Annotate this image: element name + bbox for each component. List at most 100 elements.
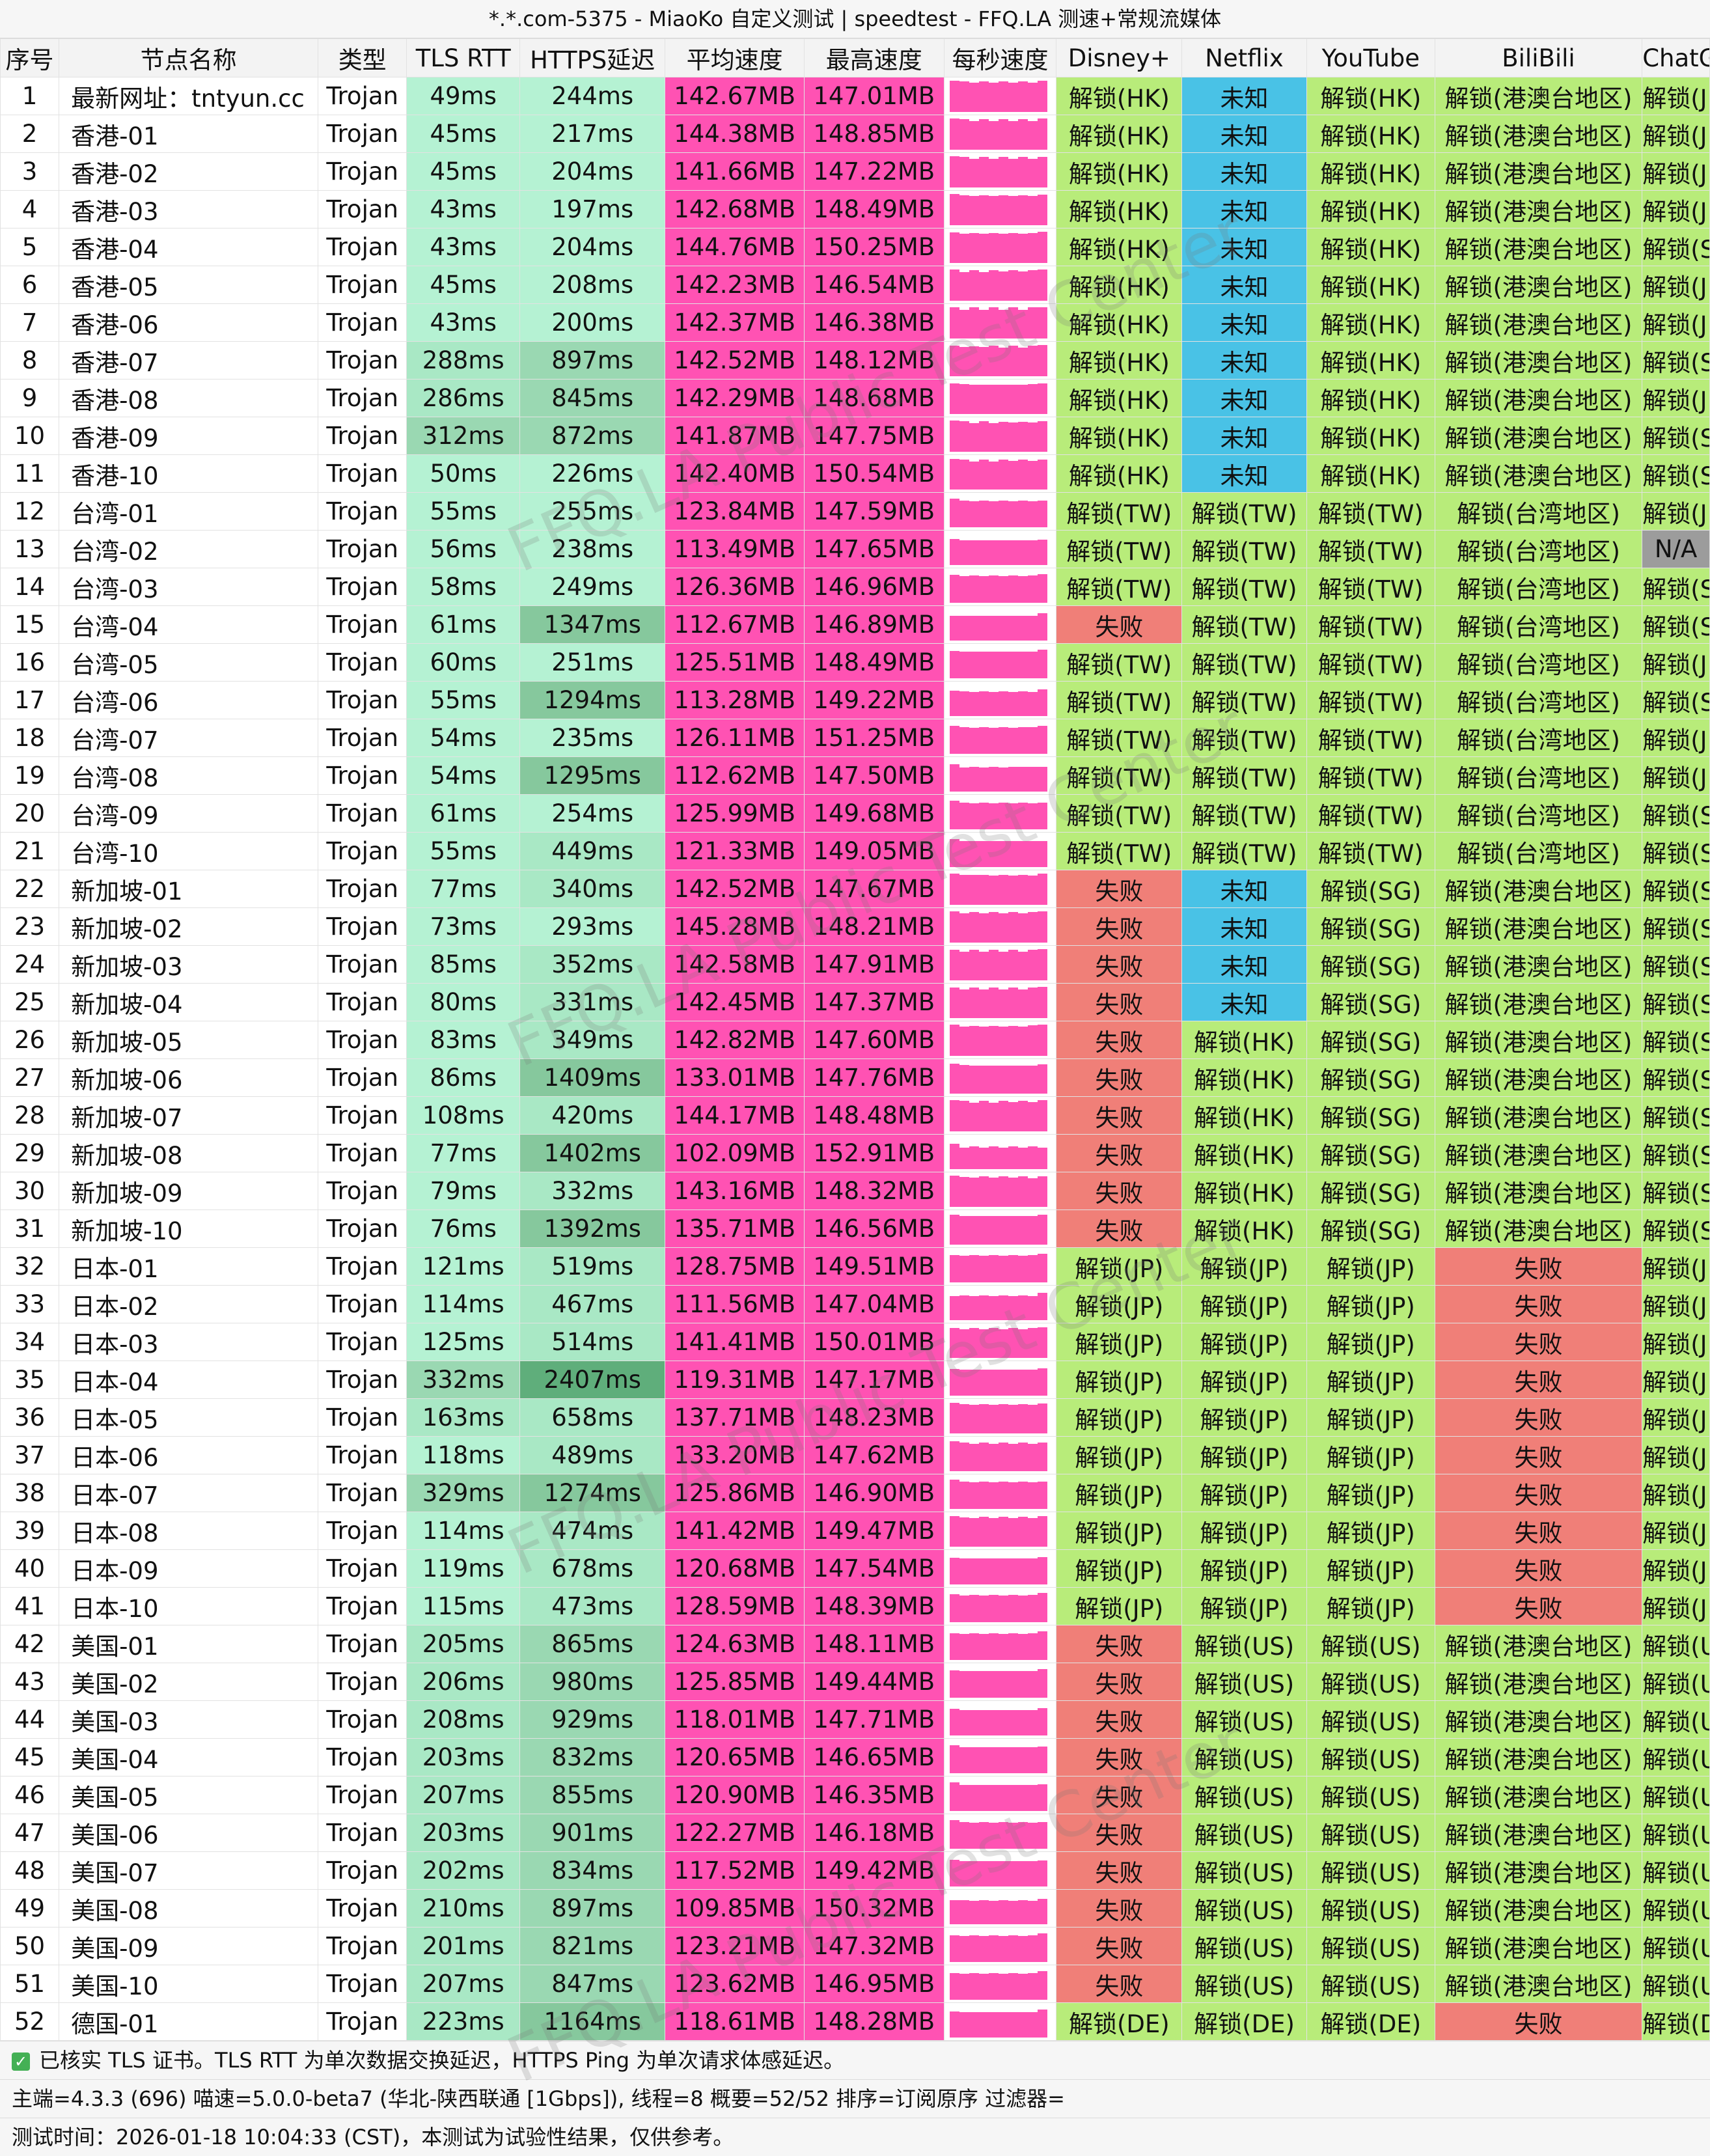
sparkline-bar xyxy=(969,461,979,490)
sparkline-bar xyxy=(969,1633,979,1660)
sparkline-bar xyxy=(998,1633,1008,1660)
sparkline-bar xyxy=(969,83,979,112)
cell-per-second-sparkline xyxy=(943,303,1057,342)
speed-sparkline xyxy=(949,420,1047,452)
cell-bilibili: 解锁(港澳台地区) xyxy=(1434,1738,1643,1776)
cell-index: 12 xyxy=(0,492,60,531)
sparkline-bar xyxy=(969,949,979,980)
cell-node-name: 最新网址：tntyun.cc xyxy=(59,77,319,115)
cell-youtube: 解锁(JP) xyxy=(1306,1323,1435,1361)
cell-bilibili: 失败 xyxy=(1434,1398,1643,1437)
sparkline-bar xyxy=(1037,1970,1047,2000)
sparkline-bar xyxy=(1027,911,1038,943)
sparkline-bar xyxy=(1027,384,1038,414)
sparkline-bar xyxy=(978,841,989,867)
cell-tls-rtt: 45ms xyxy=(406,152,521,191)
cell-chatgpt: 解锁(JP) xyxy=(1642,1361,1710,1399)
sparkline-bar xyxy=(949,1176,959,1207)
cell-node-name: 香港-05 xyxy=(59,266,319,304)
cell-bilibili: 失败 xyxy=(1434,1512,1643,1550)
sparkline-bar xyxy=(1027,270,1038,301)
cell-tls-rtt: 329ms xyxy=(406,1474,521,1512)
sparkline-bar xyxy=(959,540,969,565)
cell-avg-speed: 144.17MB xyxy=(665,1096,805,1135)
header-youtube[interactable]: YouTube xyxy=(1306,38,1435,77)
cell-index: 17 xyxy=(0,681,60,719)
cell-youtube: 解锁(HK) xyxy=(1306,77,1435,115)
cell-max-speed: 148.39MB xyxy=(803,1587,945,1625)
cell-youtube: 解锁(JP) xyxy=(1306,1549,1435,1588)
cell-youtube: 解锁(JP) xyxy=(1306,1587,1435,1625)
sparkline-bar xyxy=(949,1327,959,1358)
cell-type: Trojan xyxy=(318,756,407,795)
header-per-second-speed[interactable]: 每秒速度 xyxy=(943,38,1057,77)
cell-per-second-sparkline xyxy=(943,1247,1057,1286)
cell-chatgpt: 解锁(SG) xyxy=(1642,681,1710,719)
sparkline-bar xyxy=(949,1900,959,1924)
header-index[interactable]: 序号 xyxy=(0,38,60,77)
sparkline-bar xyxy=(959,951,969,980)
cell-avg-speed: 118.01MB xyxy=(665,1700,805,1739)
cell-youtube: 解锁(SG) xyxy=(1306,907,1435,946)
sparkline-bar xyxy=(998,156,1008,187)
cell-max-speed: 147.60MB xyxy=(803,1021,945,1059)
header-disney[interactable]: Disney+ xyxy=(1056,38,1183,77)
sparkline-bar xyxy=(969,270,979,301)
sparkline-bar xyxy=(978,989,989,1018)
sparkline-bar xyxy=(959,500,969,527)
header-type[interactable]: 类型 xyxy=(318,38,407,77)
sparkline-bar xyxy=(959,1026,969,1056)
sparkline-bar xyxy=(998,195,1008,225)
cell-index: 44 xyxy=(0,1700,60,1739)
speed-sparkline xyxy=(949,269,1047,301)
cell-netflix: 解锁(US) xyxy=(1181,1700,1307,1739)
sparkline-bar xyxy=(959,1973,969,2000)
cell-tls-rtt: 312ms xyxy=(406,417,521,455)
sparkline-bar xyxy=(988,575,999,603)
cell-index: 49 xyxy=(0,1889,60,1928)
cell-index: 20 xyxy=(0,794,60,833)
cell-netflix: 解锁(HK) xyxy=(1181,1058,1307,1097)
cell-max-speed: 150.54MB xyxy=(803,454,945,493)
cell-max-speed: 146.54MB xyxy=(803,266,945,304)
header-tls-rtt[interactable]: TLS RTT xyxy=(406,38,521,77)
cell-netflix: 未知 xyxy=(1181,228,1307,266)
table-row: 10 香港-09 Trojan 312ms 872ms 141.87MB 147.75MB 解… xyxy=(0,417,1710,455)
cell-youtube: 解锁(US) xyxy=(1306,1814,1435,1852)
cell-per-second-sparkline xyxy=(943,756,1057,795)
cell-per-second-sparkline xyxy=(943,1021,1057,1059)
sparkline-bar xyxy=(959,118,969,150)
cell-youtube: 解锁(US) xyxy=(1306,1663,1435,1701)
table-row: 26 新加坡-05 Trojan 83ms 349ms 142.82MB 147.60MB 失… xyxy=(0,1021,1710,1059)
cell-tls-rtt: 114ms xyxy=(406,1285,521,1323)
header-node-name[interactable]: 节点名称 xyxy=(59,38,319,77)
sparkline-bar xyxy=(978,1065,989,1094)
cell-youtube: 解锁(SG) xyxy=(1306,1172,1435,1210)
cell-bilibili: 解锁(港澳台地区) xyxy=(1434,1700,1643,1739)
sparkline-bar xyxy=(1037,1708,1047,1735)
cell-index: 42 xyxy=(0,1625,60,1663)
cell-type: Trojan xyxy=(318,643,407,682)
header-netflix[interactable]: Netflix xyxy=(1181,38,1307,77)
header-https-latency[interactable]: HTTPS延迟 xyxy=(519,38,666,77)
header-chatgpt[interactable]: ChatGPT xyxy=(1642,38,1710,77)
table-row: 20 台湾-09 Trojan 61ms 254ms 125.99MB 149.68MB 解锁… xyxy=(0,794,1710,833)
sparkline-bar xyxy=(1008,233,1018,263)
sparkline-bar xyxy=(998,500,1008,527)
header-bilibili[interactable]: BiliBili xyxy=(1434,38,1643,77)
cell-youtube: 解锁(SG) xyxy=(1306,1058,1435,1097)
cell-youtube: 解锁(TW) xyxy=(1306,719,1435,757)
header-avg-speed[interactable]: 平均速度 xyxy=(665,38,805,77)
cell-disney: 解锁(DE) xyxy=(1056,2002,1183,2041)
cell-chatgpt: 解锁(US) xyxy=(1642,1625,1710,1663)
sparkline-bar xyxy=(959,1822,969,1849)
cell-avg-speed: 145.28MB xyxy=(665,907,805,946)
cell-bilibili: 解锁(港澳台地区) xyxy=(1434,77,1643,115)
sparkline-bar xyxy=(1017,1442,1028,1471)
cell-tls-rtt: 77ms xyxy=(406,1134,521,1172)
cell-per-second-sparkline xyxy=(943,1927,1057,1965)
cell-disney: 解锁(JP) xyxy=(1056,1323,1183,1361)
header-max-speed[interactable]: 最高速度 xyxy=(803,38,945,77)
cell-max-speed: 147.54MB xyxy=(803,1549,945,1588)
sparkline-bar xyxy=(1037,802,1047,829)
